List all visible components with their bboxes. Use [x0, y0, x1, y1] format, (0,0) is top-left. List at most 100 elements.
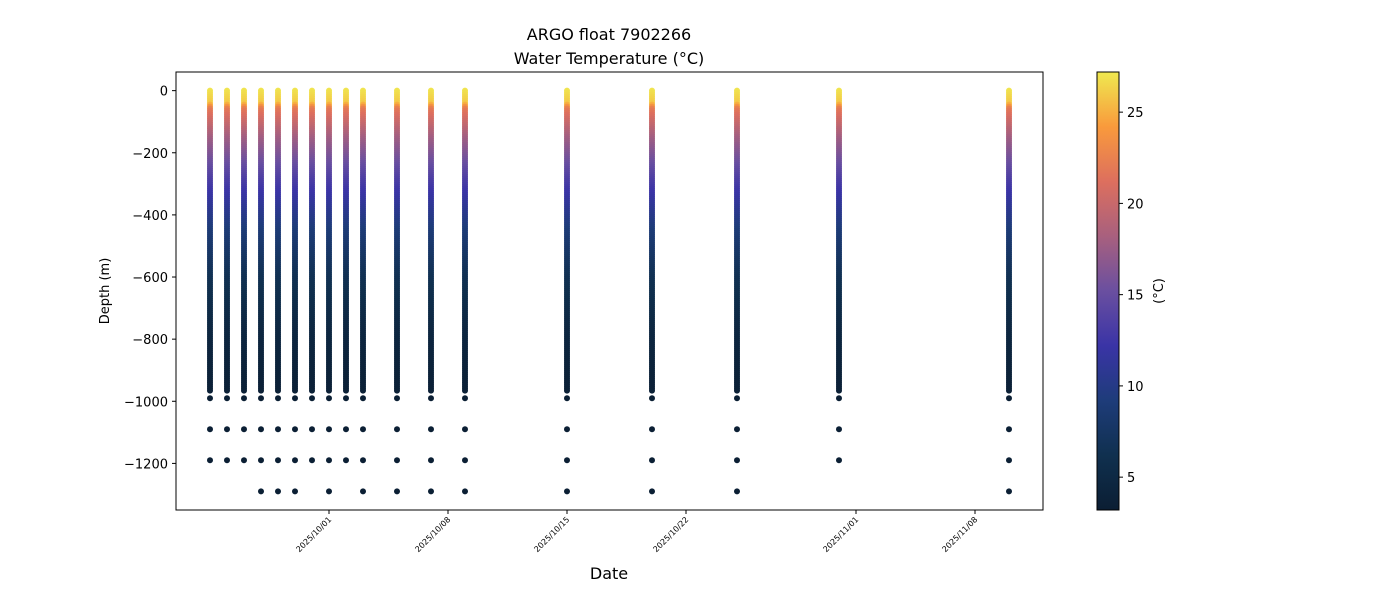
deep-point — [258, 457, 264, 464]
profile-2025-10-15 — [564, 87, 570, 495]
deep-point — [241, 426, 247, 433]
profile-2025-09-28 — [275, 87, 281, 495]
deep-point — [394, 457, 400, 464]
deep-point — [462, 395, 468, 402]
deep-point — [649, 457, 655, 464]
profile-point — [462, 387, 468, 394]
colorbar-ticks: 5 10 15 20 25 — [1119, 106, 1144, 486]
x-tick-label: 2025/10/15 — [532, 515, 571, 554]
colorbar-tick-label: 10 — [1127, 380, 1144, 395]
deep-point — [224, 426, 230, 433]
profile-point — [649, 387, 655, 394]
deep-point — [836, 457, 842, 464]
chart-title: ARGO float 7902266 — [527, 25, 691, 44]
y-tick-label: −200 — [132, 147, 168, 162]
deep-point — [564, 457, 570, 464]
colorbar-tick-label: 5 — [1127, 471, 1135, 486]
profile-2025-09-30 — [309, 87, 315, 464]
plot-area: 0−200−400−600−800−1000−1200 2025/10/01 20… — [124, 71, 1044, 554]
deep-point — [241, 395, 247, 402]
colorbar-bar — [1096, 71, 1120, 511]
deep-point — [428, 488, 434, 495]
profile-point — [309, 387, 315, 394]
deep-point — [207, 426, 213, 433]
profile-2025-11-10 — [1006, 87, 1012, 495]
deep-point — [649, 426, 655, 433]
deep-point — [241, 457, 247, 464]
deep-point — [564, 488, 570, 495]
deep-point — [326, 426, 332, 433]
deep-point — [360, 395, 366, 402]
profile-point — [360, 387, 366, 394]
deep-point — [309, 426, 315, 433]
colorbar: 5 10 15 20 25 (°C) — [1096, 71, 1167, 511]
y-tick-label: −800 — [132, 333, 168, 348]
deep-point — [1006, 426, 1012, 433]
deep-point — [343, 457, 349, 464]
deep-point — [326, 488, 332, 495]
profile-point — [241, 387, 247, 394]
deep-point — [326, 395, 332, 402]
deep-point — [292, 426, 298, 433]
x-tick-label: 2025/11/01 — [821, 515, 860, 554]
deep-point — [207, 457, 213, 464]
y-axis-ticks: 0 −200 −400 −600 −800 −1000 −1200 — [124, 85, 176, 472]
x-tick-label: 2025/11/08 — [940, 515, 979, 554]
deep-point — [258, 426, 264, 433]
profile-point — [564, 387, 570, 394]
deep-point — [343, 426, 349, 433]
deep-point — [734, 426, 740, 433]
profile-2025-10-03 — [360, 87, 366, 495]
x-tick-label: 2025/10/22 — [651, 515, 690, 554]
deep-point — [1006, 395, 1012, 402]
deep-point — [292, 395, 298, 402]
profile-point — [343, 387, 349, 394]
colorbar-tick-label: 15 — [1127, 289, 1144, 304]
deep-point — [275, 426, 281, 433]
plot-frame — [175, 71, 1044, 511]
profile-2025-09-27 — [258, 87, 264, 495]
deep-point — [1006, 457, 1012, 464]
deep-point — [309, 457, 315, 464]
y-tick-label: −600 — [132, 271, 168, 286]
profile-2025-10-07 — [428, 87, 434, 495]
profile-point — [394, 387, 400, 394]
deep-point — [734, 488, 740, 495]
profile-2025-09-24 — [207, 87, 213, 464]
deep-point — [462, 488, 468, 495]
colorbar-tick-label: 25 — [1127, 106, 1144, 121]
y-tick-label: 0 — [160, 85, 168, 100]
x-tick-label: 2025/10/08 — [413, 515, 452, 554]
y-tick-label: −1200 — [124, 457, 168, 472]
profile-2025-10-02 — [343, 87, 349, 464]
x-axis-ticks: 2025/10/01 2025/10/08 2025/10/15 2025/10/22… — [294, 510, 979, 554]
profile-point — [275, 387, 281, 394]
deep-point — [734, 395, 740, 402]
profile-point — [1006, 387, 1012, 394]
chart-subtitle: Water Temperature (°C) — [514, 49, 704, 68]
deep-point — [1006, 488, 1012, 495]
profile-2025-09-25 — [224, 87, 230, 464]
deep-point — [292, 457, 298, 464]
deep-point — [360, 426, 366, 433]
deep-point — [836, 395, 842, 402]
profile-2025-09-26 — [241, 87, 247, 464]
y-axis-label: Depth (m) — [98, 258, 113, 325]
profile-2025-10-09 — [462, 87, 468, 495]
deep-point — [275, 395, 281, 402]
deep-point — [224, 395, 230, 402]
deep-point — [564, 395, 570, 402]
colorbar-label: (°C) — [1152, 278, 1167, 304]
x-tick-label: 2025/10/01 — [294, 515, 333, 554]
deep-point — [224, 457, 230, 464]
profile-2025-10-20 — [649, 87, 655, 495]
deep-point — [258, 488, 264, 495]
profile-point — [258, 387, 264, 394]
profile-point — [207, 387, 213, 394]
y-tick-label: −1000 — [124, 395, 168, 410]
deep-point — [394, 395, 400, 402]
deep-point — [275, 457, 281, 464]
deep-point — [428, 426, 434, 433]
deep-point — [836, 426, 842, 433]
